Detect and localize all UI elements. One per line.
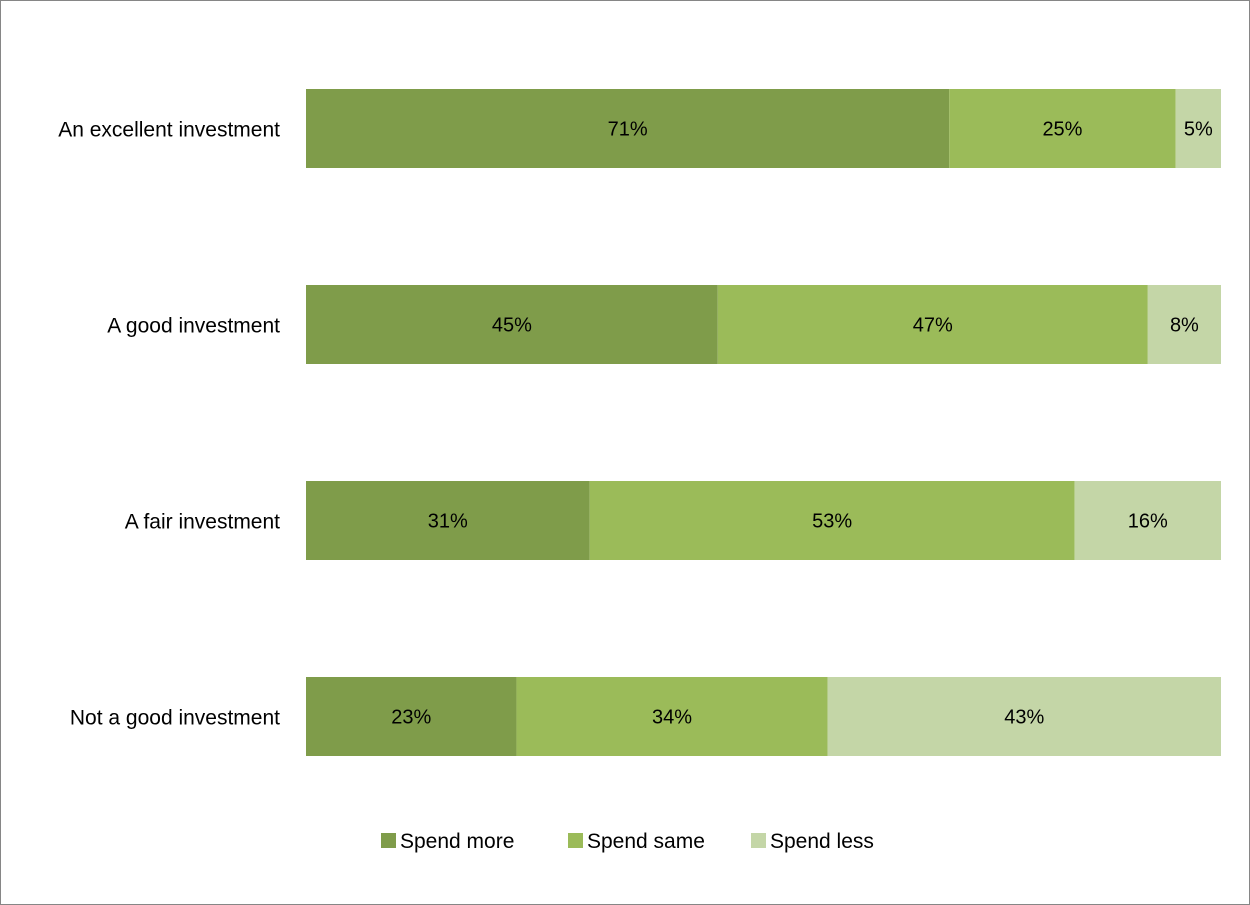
category-labels: An excellent investment A good investment…: [58, 119, 280, 730]
category-label: A fair investment: [125, 511, 280, 534]
bar-segment: [516, 677, 828, 756]
bar-segment: [306, 677, 517, 756]
bar-segment: [306, 89, 950, 168]
data-label: 16%: [1128, 511, 1168, 533]
bar-segment: [306, 285, 718, 364]
bar-segment: [1147, 285, 1221, 364]
bar-segment: [949, 89, 1176, 168]
category-label: A good investment: [107, 315, 280, 338]
category-label: An excellent investment: [58, 119, 280, 142]
legend-label: Spend same: [587, 830, 705, 853]
legend-label: Spend more: [400, 830, 514, 853]
category-label: Not a good investment: [70, 707, 280, 730]
data-label: 43%: [1004, 707, 1044, 729]
data-label: 5%: [1184, 119, 1213, 141]
bar-segment: [306, 481, 590, 560]
bar-segment: [827, 677, 1221, 756]
legend-swatch: [751, 833, 766, 848]
bars-layer: 71% 25% 5% 45% 47% 8% 31% 53% 16% 23% 34% 43%: [306, 89, 1221, 756]
bar-segment: [1074, 481, 1221, 560]
data-label: 71%: [608, 119, 648, 141]
data-label: 23%: [391, 707, 431, 729]
legend: Spend more Spend same Spend less: [381, 830, 874, 853]
legend-swatch: [381, 833, 396, 848]
legend-label: Spend less: [770, 830, 874, 853]
data-label: 47%: [913, 315, 953, 337]
data-label: 45%: [492, 315, 532, 337]
data-label: 8%: [1170, 315, 1199, 337]
data-label: 34%: [652, 707, 692, 729]
bar-segment: [589, 481, 1075, 560]
data-label: 53%: [812, 511, 852, 533]
data-label: 25%: [1042, 119, 1082, 141]
bar-segment: [1175, 89, 1221, 168]
data-label: 31%: [428, 511, 468, 533]
bar-segment: [717, 285, 1148, 364]
legend-swatch: [568, 833, 583, 848]
